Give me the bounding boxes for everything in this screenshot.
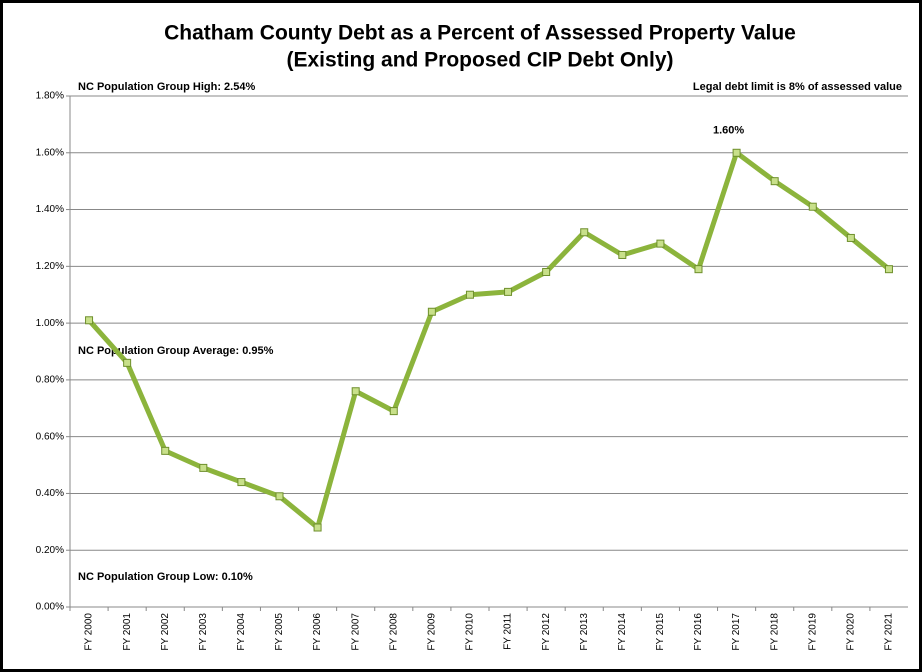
annotation: Legal debt limit is 8% of assessed value (693, 81, 902, 93)
marker (808, 202, 817, 211)
marker (351, 387, 360, 396)
x-tick-label: FY 2012 (541, 613, 552, 651)
x-tick-label: FY 2013 (579, 613, 590, 651)
y-tick-label: 1.40% (36, 204, 64, 215)
marker (427, 307, 436, 316)
marker (732, 148, 741, 157)
marker (237, 478, 246, 487)
marker (580, 228, 589, 237)
x-tick-label: FY 2000 (84, 613, 95, 651)
marker (313, 523, 322, 532)
x-tick-label: FY 2005 (274, 613, 285, 651)
x-tick-label: FY 2018 (769, 613, 780, 651)
annotation: NC Population Group Average: 0.95% (78, 345, 274, 357)
x-tick-label: FY 2017 (731, 613, 742, 651)
marker (199, 463, 208, 472)
marker (656, 239, 665, 248)
marker (85, 316, 94, 325)
x-tick-label: FY 2021 (884, 613, 895, 651)
annotation: NC Population Group Low: 0.10% (78, 571, 253, 583)
x-tick-label: FY 2008 (388, 613, 399, 651)
x-tick-label: FY 2006 (312, 613, 323, 651)
marker (694, 265, 703, 274)
x-tick-label: FY 2010 (465, 613, 476, 651)
y-tick-label: 1.00% (36, 318, 64, 329)
x-tick-label: FY 2003 (198, 613, 209, 651)
marker (123, 358, 132, 367)
chart-subtitle: (Existing and Proposed CIP Debt Only) (287, 49, 674, 72)
marker (389, 407, 398, 416)
line (87, 150, 891, 531)
marker (884, 265, 893, 274)
x-tick-label: FY 2019 (807, 613, 818, 651)
y-tick-label: 1.60% (36, 147, 64, 158)
marker (618, 250, 627, 259)
x-tick-label: FY 2015 (655, 613, 666, 651)
x-tick-label: FY 2002 (160, 613, 171, 651)
y-tick-label: 0.80% (36, 375, 64, 386)
x-tick-label: FY 2004 (236, 613, 247, 651)
marker (465, 290, 474, 299)
x-tick-label: FY 2016 (693, 613, 704, 651)
marker (846, 233, 855, 242)
marker (275, 492, 284, 501)
x-tick-label: FY 2014 (617, 613, 628, 651)
marker (542, 268, 551, 277)
chart-title: Chatham County Debt as a Percent of Asse… (164, 22, 796, 45)
x-tick-label: FY 2007 (350, 613, 361, 651)
y-tick-label: 0.40% (36, 488, 64, 499)
y-tick-label: 0.20% (36, 545, 64, 556)
x-tick-label: FY 2001 (122, 613, 133, 651)
x-tick-label: FY 2020 (846, 613, 857, 651)
y-tick-label: 0.00% (36, 602, 64, 613)
y-tick-label: 1.20% (36, 261, 64, 272)
data-label: 1.60% (713, 125, 744, 137)
marker (504, 287, 513, 296)
y-tick-label: 1.80% (36, 91, 64, 102)
y-tick-label: 0.60% (36, 431, 64, 442)
annotation: NC Population Group High: 2.54% (78, 81, 255, 93)
x-tick-label: FY 2009 (427, 613, 438, 651)
marker (770, 177, 779, 186)
marker (161, 446, 170, 455)
x-tick-label: FY 2011 (503, 613, 514, 650)
